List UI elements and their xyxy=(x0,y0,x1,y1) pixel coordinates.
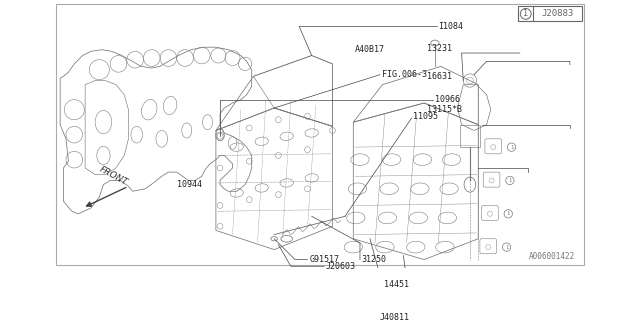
Text: 1: 1 xyxy=(505,244,508,250)
Text: I1084: I1084 xyxy=(438,22,463,31)
Text: FIG.006-3: FIG.006-3 xyxy=(381,70,427,79)
Text: 1: 1 xyxy=(510,145,513,150)
Text: 16631: 16631 xyxy=(427,72,452,81)
Text: 1: 1 xyxy=(508,178,511,183)
Text: J20883: J20883 xyxy=(541,9,573,18)
Bar xyxy=(518,6,582,21)
Text: 10944: 10944 xyxy=(177,180,202,189)
Text: 13231: 13231 xyxy=(427,44,452,52)
Text: A006001422: A006001422 xyxy=(529,252,575,261)
Text: 10966: 10966 xyxy=(435,95,460,104)
Text: 11095: 11095 xyxy=(413,112,438,121)
Text: J40811: J40811 xyxy=(380,313,410,320)
Text: 1: 1 xyxy=(507,211,510,216)
Text: 31250: 31250 xyxy=(362,255,387,264)
Text: J20603: J20603 xyxy=(326,262,356,271)
Text: 13115*B: 13115*B xyxy=(427,105,461,114)
Text: 14451: 14451 xyxy=(384,280,409,289)
Text: A40B17: A40B17 xyxy=(355,45,385,54)
Text: FRONT: FRONT xyxy=(98,165,129,188)
Text: G91517: G91517 xyxy=(309,255,339,264)
Text: 1: 1 xyxy=(524,9,528,18)
